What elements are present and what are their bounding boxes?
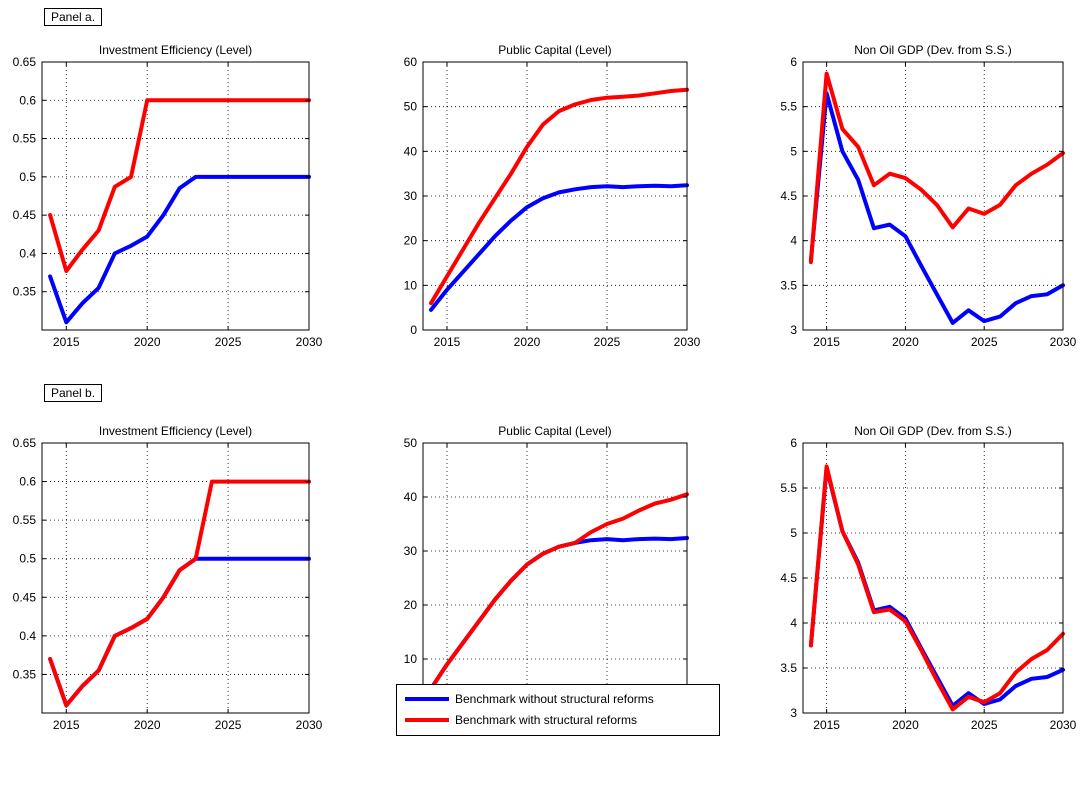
x-tick-label: 2030 [1050, 335, 1077, 349]
y-tick-label: 0.6 [19, 93, 36, 107]
chart-title: Non Oil GDP (Dev. from S.S.) [854, 424, 1012, 438]
y-tick-label: 0.4 [19, 629, 36, 643]
y-tick-label: 0.5 [19, 170, 36, 184]
y-tick-label: 20 [404, 234, 418, 248]
x-tick-label: 2030 [296, 718, 323, 732]
y-tick-label: 4.5 [780, 571, 797, 585]
legend-label: Benchmark without structural reforms [455, 692, 654, 706]
legend: Benchmark without structural reforms Ben… [396, 684, 720, 736]
series-line [48, 174, 311, 325]
series-line [429, 492, 689, 691]
legend-item-without-reforms: Benchmark without structural reforms [405, 689, 654, 709]
y-tick-label: 6 [790, 55, 797, 69]
y-tick-label: 0.4 [19, 246, 36, 260]
y-tick-label: 40 [404, 490, 418, 504]
panel-a-label: Panel a. [44, 8, 103, 26]
x-tick-label: 2030 [296, 335, 323, 349]
x-tick-label: 2015 [434, 335, 461, 349]
plot-area [423, 443, 687, 713]
y-tick-label: 30 [404, 544, 418, 558]
y-tick-label: 0.65 [13, 436, 37, 450]
y-tick-label: 0.5 [19, 552, 36, 566]
x-tick-label: 2030 [674, 335, 701, 349]
y-tick-label: 40 [404, 144, 418, 158]
x-tick-label: 2030 [1050, 718, 1077, 732]
y-tick-label: 10 [404, 278, 418, 292]
chart-title: Investment Efficiency (Level) [99, 43, 252, 57]
series-line [48, 479, 311, 708]
chart-title: Non Oil GDP (Dev. from S.S.) [854, 43, 1012, 57]
x-tick-label: 2020 [892, 718, 919, 732]
y-tick-label: 0.55 [13, 132, 37, 146]
y-tick-label: 0.35 [13, 667, 37, 681]
panel-b-label: Panel b. [44, 384, 103, 402]
x-tick-label: 2015 [53, 335, 80, 349]
y-tick-label: 4 [790, 616, 797, 630]
legend-label: Benchmark with structural reforms [455, 713, 638, 727]
x-tick-label: 2020 [514, 335, 541, 349]
x-tick-label: 2015 [813, 335, 840, 349]
y-tick-label: 0.55 [13, 513, 37, 527]
x-tick-label: 2015 [53, 718, 80, 732]
x-tick-label: 2020 [134, 718, 161, 732]
chart-title: Investment Efficiency (Level) [99, 424, 252, 438]
y-tick-label: 0 [410, 323, 417, 337]
y-tick-label: 5 [790, 144, 797, 158]
y-tick-label: 0.6 [19, 475, 36, 489]
x-tick-label: 2025 [215, 335, 242, 349]
axes-box [41, 442, 310, 714]
y-tick-label: 3.5 [780, 661, 797, 675]
series-line [48, 98, 311, 273]
series-line [808, 464, 1065, 712]
series-line [808, 91, 1065, 325]
y-tick-label: 50 [404, 100, 418, 114]
legend-swatch-blue [405, 697, 449, 701]
y-tick-label: 0.45 [13, 208, 37, 222]
x-tick-label: 2025 [215, 718, 242, 732]
y-tick-label: 50 [404, 436, 418, 450]
y-tick-label: 60 [404, 55, 418, 69]
y-tick-label: 0.45 [13, 590, 37, 604]
chart-title: Public Capital (Level) [498, 43, 611, 57]
legend-item-with-reforms: Benchmark with structural reforms [405, 710, 637, 730]
y-tick-label: 10 [404, 652, 418, 666]
x-tick-label: 2025 [971, 335, 998, 349]
y-tick-label: 0.65 [13, 55, 37, 69]
y-tick-label: 5 [790, 526, 797, 540]
chart-title: Public Capital (Level) [498, 424, 611, 438]
x-tick-label: 2025 [971, 718, 998, 732]
series-line [429, 87, 689, 306]
y-tick-label: 6 [790, 436, 797, 450]
series-line [429, 183, 689, 312]
y-tick-label: 5.5 [780, 100, 797, 114]
y-tick-label: 30 [404, 189, 418, 203]
y-tick-label: 3 [790, 706, 797, 720]
y-tick-label: 5.5 [780, 481, 797, 495]
series-line [808, 71, 1065, 265]
x-tick-label: 2020 [892, 335, 919, 349]
legend-swatch-red [405, 718, 449, 722]
y-tick-label: 3 [790, 323, 797, 337]
x-tick-label: 2020 [134, 335, 161, 349]
y-tick-label: 20 [404, 598, 418, 612]
x-tick-label: 2015 [813, 718, 840, 732]
y-tick-label: 4.5 [780, 189, 797, 203]
y-tick-label: 4 [790, 234, 797, 248]
y-tick-label: 0.35 [13, 285, 37, 299]
axes-box [41, 61, 310, 331]
y-tick-label: 3.5 [780, 278, 797, 292]
x-tick-label: 2025 [594, 335, 621, 349]
